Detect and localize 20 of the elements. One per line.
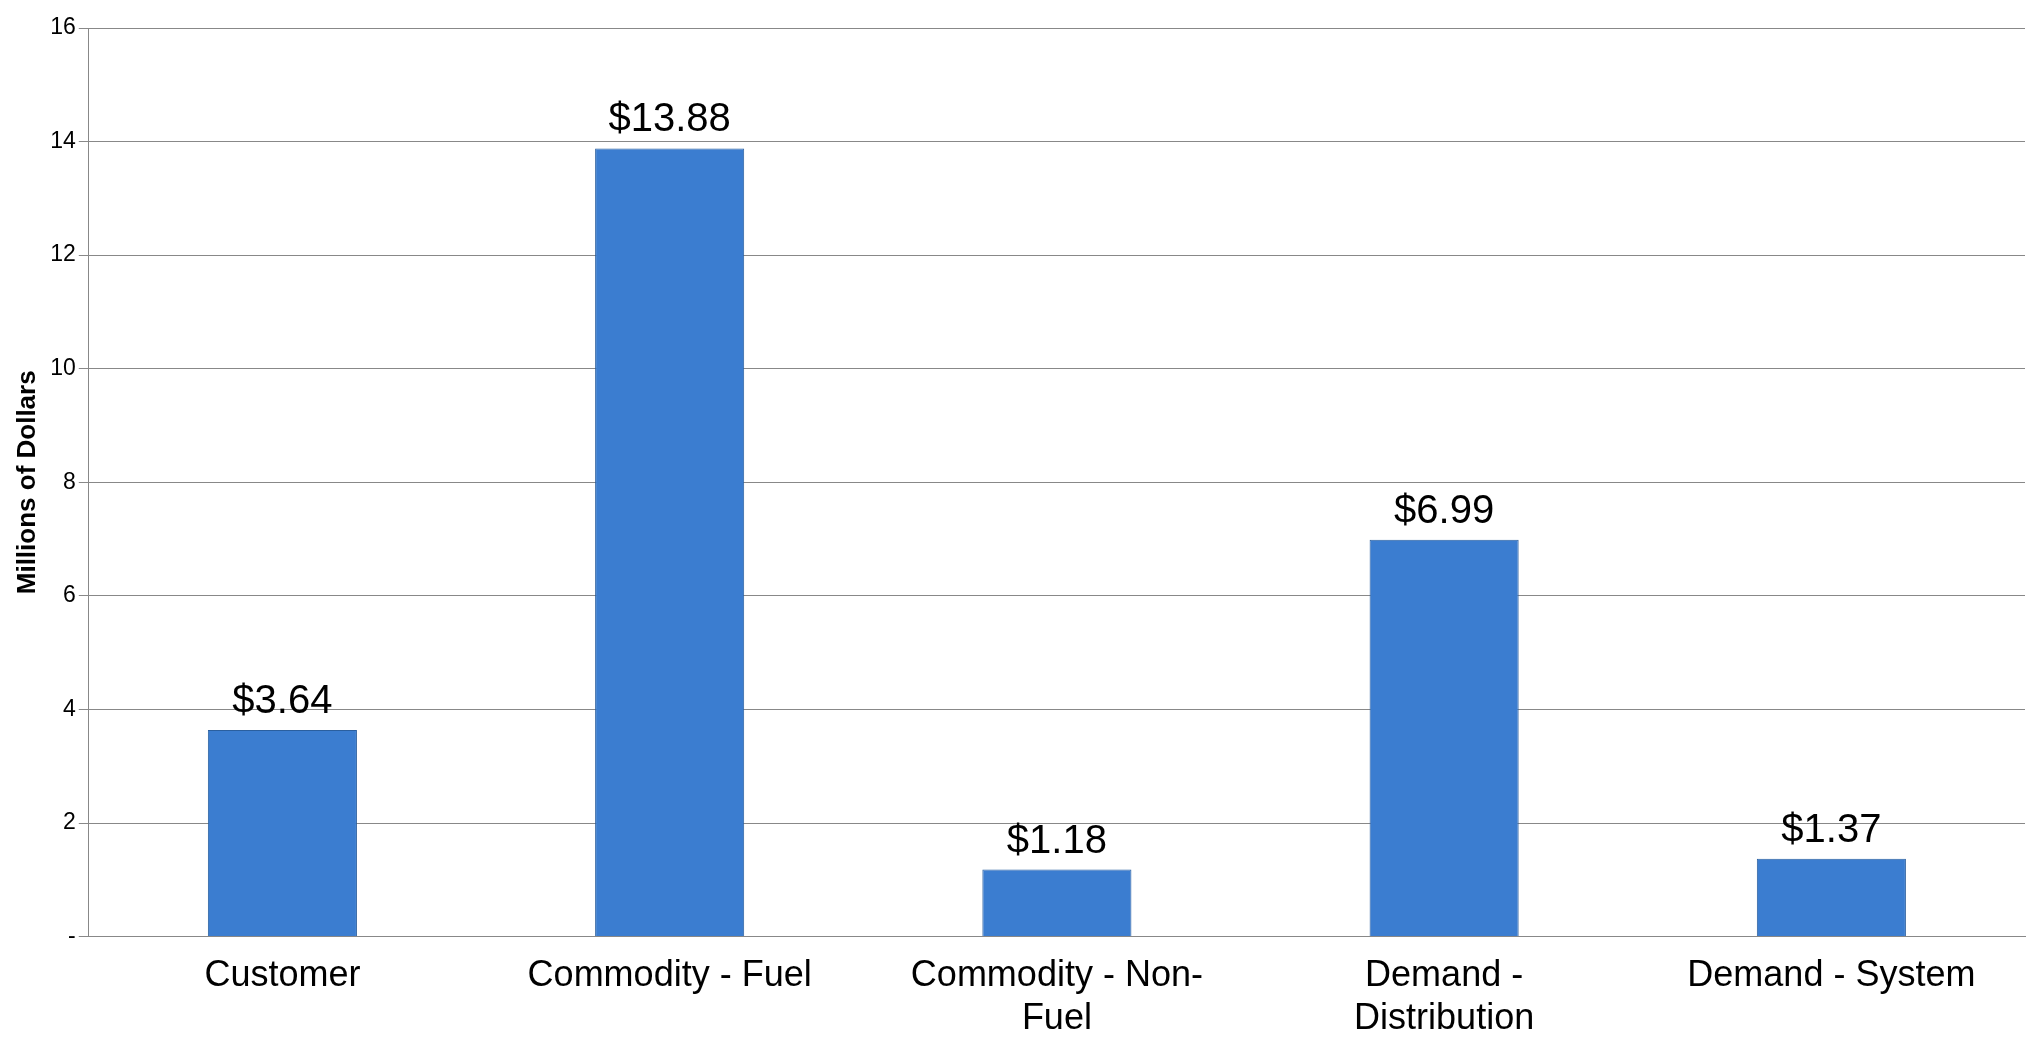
data-label: $1.18 (1006, 816, 1107, 861)
x-tick-label: Demand - Distribution (1354, 953, 1535, 1038)
data-label: $1.37 (1781, 805, 1882, 850)
y-tick-label: 2 (62, 808, 76, 835)
y-tick-label: 8 (62, 467, 76, 494)
y-tick-label: 16 (50, 13, 76, 40)
data-label: $3.64 (232, 676, 333, 721)
x-tick-label: Demand - System (1687, 953, 1976, 995)
y-tick-label: 6 (62, 581, 76, 608)
y-tick-label: 4 (62, 694, 76, 721)
data-label: $6.99 (1394, 486, 1495, 531)
x-tick-label: Commodity - Non-Fuel (910, 953, 1203, 1038)
y-tick-label: 12 (50, 240, 76, 267)
x-tick-label: Commodity - Fuel (527, 953, 812, 995)
y-tick-label: 14 (50, 126, 76, 153)
y-tick-label: - (68, 921, 76, 948)
x-tick-label: Customer (204, 953, 361, 995)
y-tick-label: 10 (50, 354, 76, 381)
data-label: $13.88 (608, 95, 731, 140)
y-axis-title: Millions of Dollars (10, 370, 41, 595)
